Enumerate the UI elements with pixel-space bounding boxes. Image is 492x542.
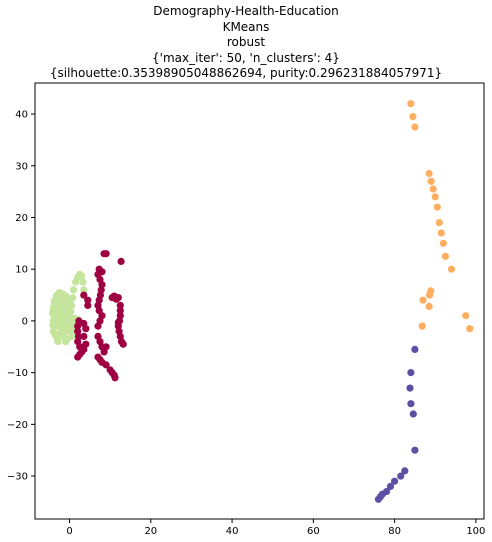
- cluster-1-point-11: [80, 332, 88, 340]
- cluster-1-point-6: [74, 327, 82, 335]
- cluster-1-point-56: [119, 340, 127, 348]
- cluster-3-point-11: [391, 477, 399, 485]
- cluster-1-point-16: [84, 301, 92, 309]
- cluster-0-point-30: [70, 286, 78, 294]
- cluster-2-point-18: [462, 312, 470, 320]
- title-line-scaler: robust: [226, 35, 266, 49]
- y-axis: −30 −20 −10 0 10 20 30 40: [7, 110, 35, 483]
- chart-title: Demography-Health-Education KMeans robus…: [0, 4, 492, 82]
- cluster-0-point-67: [49, 321, 57, 329]
- cluster-1-point-14: [80, 291, 88, 299]
- y-tick-label-6: 30: [15, 161, 28, 172]
- cluster-0-point-69: [54, 338, 62, 346]
- cluster-2-point-10: [439, 239, 447, 247]
- cluster-0-point-52: [56, 301, 64, 309]
- cluster-3-point-2: [406, 384, 414, 392]
- cluster-1-point-29: [102, 343, 110, 351]
- cluster-3-point-3: [407, 400, 415, 408]
- y-tick-label-2: −10: [7, 368, 28, 379]
- cluster-0-point-36: [80, 286, 88, 294]
- cluster-3-point-9: [382, 488, 391, 496]
- cluster-3-point-1: [407, 369, 415, 377]
- title-line-params: {'max_iter': 50, 'n_clusters': 4}: [152, 50, 340, 65]
- title-line-metrics: {silhouette:0.35398905048862694, purity:…: [49, 66, 443, 80]
- x-tick-label-3: 60: [307, 526, 320, 537]
- cluster-0-point-47: [51, 312, 59, 320]
- x-tick-label-1: 20: [144, 526, 157, 537]
- cluster-1-point-24: [111, 374, 119, 382]
- cluster-0-point-22: [58, 311, 66, 319]
- cluster-2-point-5: [429, 185, 437, 193]
- cluster-2-point-1: [409, 113, 417, 121]
- cluster-3-point-10: [386, 482, 395, 490]
- cluster-3-point-4: [409, 410, 417, 418]
- cluster-2-point-12: [447, 265, 456, 273]
- cluster-1-point-13: [80, 345, 88, 353]
- title-line-dataset: Demography-Health-Education: [153, 4, 339, 18]
- cluster-2-point-6: [431, 193, 439, 201]
- cluster-2-point-8: [435, 219, 443, 227]
- cluster-2-point-16: [427, 287, 435, 295]
- cluster-2-point-11: [441, 252, 449, 260]
- cluster-2-point-14: [425, 302, 433, 310]
- cluster-1-point-48: [116, 301, 124, 309]
- y-tick-label-0: −30: [7, 472, 28, 483]
- cluster-0-point-53: [58, 317, 66, 325]
- cluster-2-point-13: [419, 296, 427, 304]
- cluster-2-point-2: [411, 123, 419, 131]
- cluster-0-point-48: [49, 304, 57, 312]
- cluster-0-point-56: [64, 307, 72, 315]
- cluster-0-point-34: [78, 272, 86, 280]
- cluster-3-point-13: [401, 467, 409, 475]
- x-tick-label-5: 100: [466, 526, 485, 537]
- cluster-3-point-5: [411, 446, 419, 454]
- cluster-0-point-68: [51, 330, 59, 338]
- cluster-1-point-42: [98, 268, 106, 276]
- y-tick-label-1: −20: [7, 420, 28, 431]
- cluster-2-point-17: [418, 322, 426, 330]
- cluster-2-point-3: [425, 169, 433, 178]
- x-tick-label-4: 80: [388, 526, 401, 537]
- axes-frame: [34, 82, 485, 520]
- cluster-2-point-0: [407, 100, 415, 108]
- cluster-2-point-19: [466, 325, 474, 333]
- cluster-2-point-4: [427, 177, 435, 185]
- y-tick-label-7: 40: [15, 110, 28, 121]
- cluster-0-point-35: [79, 278, 87, 286]
- cluster-1-point-20: [102, 361, 110, 369]
- cluster-1-point-58: [112, 295, 120, 303]
- y-tick-label-3: 0: [22, 316, 28, 327]
- title-line-algorithm: KMeans: [222, 19, 270, 34]
- x-tick-label-2: 40: [226, 526, 239, 537]
- cluster-1-point-44: [102, 250, 110, 258]
- cluster-2-point-9: [437, 229, 445, 237]
- x-axis: 0 20 40 60 80 100: [66, 519, 485, 537]
- cluster-1-point-15: [84, 296, 92, 304]
- cluster-2-point-7: [433, 203, 441, 211]
- x-tick-label-0: 0: [66, 526, 72, 537]
- y-tick-label-4: 10: [15, 265, 28, 276]
- cluster-1-point-49: [116, 307, 124, 315]
- cluster-1-point-59: [114, 318, 122, 327]
- cluster-0-point-57: [66, 322, 74, 330]
- points-layer: [48, 100, 474, 503]
- cluster-1-point-57: [117, 257, 125, 265]
- cluster-0-point-66: [66, 298, 74, 306]
- cluster-1-point-10: [82, 325, 90, 333]
- cluster-3-point-12: [397, 472, 405, 480]
- cluster-3-point-0: [411, 345, 419, 353]
- y-tick-label-5: 20: [15, 213, 28, 224]
